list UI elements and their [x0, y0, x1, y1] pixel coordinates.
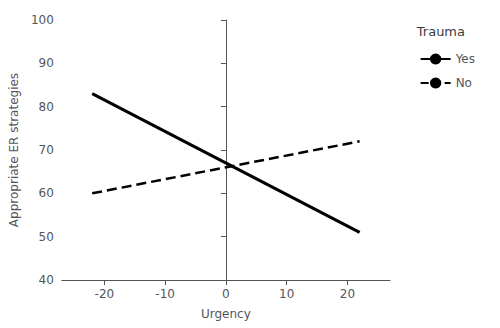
svg-text:Yes: Yes	[455, 52, 475, 66]
svg-text:10: 10	[279, 287, 294, 301]
svg-text:0: 0	[222, 287, 230, 301]
svg-text:-20: -20	[95, 287, 115, 301]
svg-text:50: 50	[39, 230, 54, 244]
svg-text:80: 80	[39, 100, 54, 114]
svg-text:Appropriate ER strategies: Appropriate ER strategies	[7, 73, 21, 227]
svg-text:90: 90	[39, 56, 54, 70]
svg-text:60: 60	[39, 186, 54, 200]
svg-text:20: 20	[340, 287, 355, 301]
svg-text:Urgency: Urgency	[201, 307, 251, 321]
svg-text:Trauma: Trauma	[416, 24, 465, 39]
svg-text:70: 70	[39, 143, 54, 157]
svg-text:-10: -10	[155, 287, 175, 301]
svg-text:100: 100	[31, 13, 54, 27]
svg-text:40: 40	[39, 273, 54, 287]
svg-text:No: No	[456, 76, 472, 90]
